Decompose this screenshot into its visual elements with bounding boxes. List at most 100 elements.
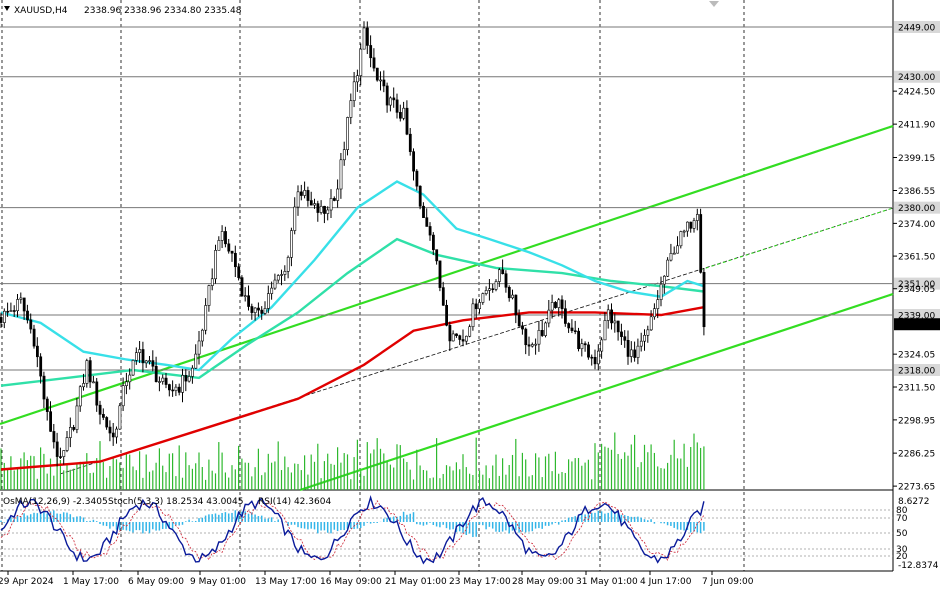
candle-body <box>497 269 501 282</box>
candle-body <box>521 325 524 330</box>
candle-body <box>656 299 660 309</box>
stoch-signal-line <box>0 499 705 561</box>
candle-body <box>583 343 587 346</box>
candle-body <box>669 253 673 261</box>
candle-body <box>464 335 468 342</box>
candle-body <box>596 350 600 365</box>
candle-body <box>121 385 125 407</box>
time-label: 16 May 09:00 <box>320 577 382 587</box>
candle-body <box>39 356 43 377</box>
candle-body <box>484 290 488 294</box>
candle-body <box>184 375 188 382</box>
candle-body <box>296 191 300 208</box>
candle-body <box>494 281 498 290</box>
collapse-arrow-icon[interactable] <box>4 6 10 11</box>
channel-mid-projection <box>699 207 894 271</box>
candle-body <box>26 310 29 321</box>
current-price-bg <box>894 318 940 331</box>
candle-body <box>187 376 191 382</box>
candle-body <box>49 411 53 432</box>
candle-body <box>692 220 696 229</box>
stoch-label: Stoch(5,3,3) 18.2534 43.0045 <box>108 497 243 507</box>
candle-body <box>303 190 307 196</box>
candle-body <box>646 329 650 336</box>
candle-body <box>217 240 221 251</box>
candle-body <box>88 360 92 383</box>
candle-body <box>567 323 571 329</box>
candle-body <box>247 295 251 307</box>
candle-body <box>676 245 680 254</box>
candle-body <box>111 432 115 438</box>
candle-body <box>290 230 293 258</box>
candle-body <box>517 314 521 327</box>
candle-body <box>72 427 76 430</box>
candle-body <box>220 231 224 241</box>
price-tick-label: 2374.00 <box>898 220 935 230</box>
candle-body <box>471 303 475 328</box>
price-tick-label: 2273.65 <box>898 483 935 493</box>
candle-body <box>125 381 128 386</box>
candle-body <box>530 344 534 347</box>
candle-body <box>227 243 231 252</box>
candle-body <box>379 79 383 82</box>
candle-body <box>511 294 515 299</box>
time-axis: 29 Apr 2024 1 May 17:00 6 May 09:00 9 May 0… <box>0 571 754 587</box>
chart-shift-marker-icon[interactable] <box>709 1 719 7</box>
price-tick-label: 2399.15 <box>898 154 935 164</box>
channel-lower-line <box>299 292 894 492</box>
candles <box>0 21 706 467</box>
candle-body <box>448 324 452 342</box>
candle-body <box>293 206 297 231</box>
candle-body <box>623 336 627 341</box>
candle-body <box>468 326 472 337</box>
candle-body <box>603 320 607 341</box>
candle-body <box>580 343 584 350</box>
candle-body <box>92 381 95 384</box>
candle-body <box>313 203 317 206</box>
candle-body <box>488 288 491 291</box>
price-tick-label: 2386.55 <box>898 187 935 197</box>
candle-body <box>214 250 218 280</box>
candle-body <box>65 437 69 451</box>
candle-body <box>135 352 138 361</box>
candle-body <box>560 299 564 310</box>
candle-body <box>78 386 82 407</box>
price-tick-label: 2324.05 <box>898 351 935 361</box>
candle-body <box>682 230 686 233</box>
candle-body <box>141 349 145 364</box>
candle-body <box>695 214 699 221</box>
candle-body <box>633 349 637 358</box>
price-tick-label: 2311.50 <box>898 384 935 394</box>
level-label: 2430.00 <box>898 73 935 83</box>
candle-body <box>181 375 185 393</box>
candle-body <box>636 345 640 358</box>
candle-body <box>557 299 561 308</box>
level-label: 2449.00 <box>898 24 935 34</box>
candle-body <box>455 333 458 336</box>
candle-body <box>75 405 79 430</box>
candle-body <box>451 333 455 342</box>
stoch-level-label: 50 <box>896 529 908 539</box>
candle-body <box>563 308 567 324</box>
candle-body <box>6 310 10 313</box>
candle-body <box>554 302 557 308</box>
candle-body <box>346 117 350 150</box>
candle-body <box>35 345 39 358</box>
candle-body <box>154 365 158 383</box>
candle-body <box>610 309 614 324</box>
price-tick-label: 2286.25 <box>898 450 935 460</box>
candle-body <box>415 170 419 187</box>
candle-body <box>643 334 647 342</box>
candle-body <box>570 327 574 332</box>
time-label: 9 May 01:00 <box>190 577 246 587</box>
candle-body <box>653 308 656 318</box>
candle-body <box>118 405 122 430</box>
price-tick-label: 2361.50 <box>898 253 935 263</box>
candle-body <box>177 386 181 393</box>
candle-body <box>16 299 20 312</box>
time-label: 4 Jun 17:00 <box>640 577 692 587</box>
candle-body <box>316 203 320 213</box>
candle-body <box>629 349 633 357</box>
